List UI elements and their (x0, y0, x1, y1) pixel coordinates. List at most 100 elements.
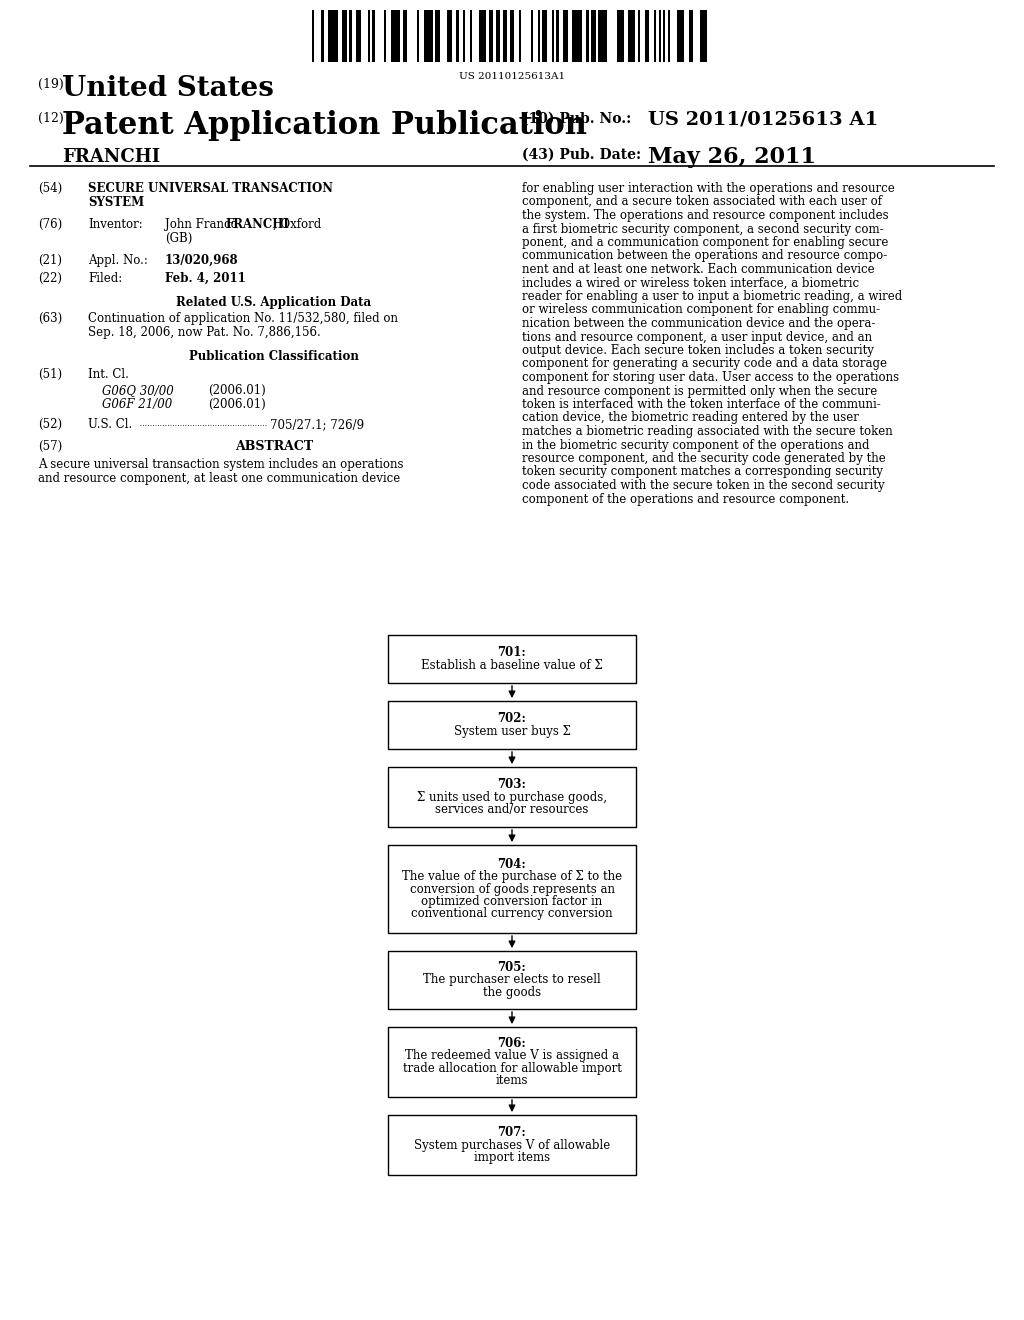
Text: (GB): (GB) (165, 232, 193, 246)
Bar (388, 845, 636, 933)
Bar (689, 11, 693, 62)
Text: The value of the purchase of Σ to the: The value of the purchase of Σ to the (402, 870, 622, 883)
Text: (19): (19) (38, 78, 63, 91)
Bar (446, 11, 452, 62)
Text: conventional currency conversion: conventional currency conversion (412, 908, 612, 920)
Bar (552, 11, 554, 62)
Text: includes a wired or wireless token interface, a biometric: includes a wired or wireless token inter… (522, 276, 859, 289)
Text: FRANCHI: FRANCHI (62, 148, 160, 166)
Bar (368, 11, 370, 62)
Text: 705/27.1; 726/9: 705/27.1; 726/9 (270, 418, 365, 432)
Text: 705:: 705: (498, 961, 526, 974)
Text: Patent Application Publication: Patent Application Publication (62, 110, 587, 141)
Text: Sep. 18, 2006, now Pat. No. 7,886,156.: Sep. 18, 2006, now Pat. No. 7,886,156. (88, 326, 321, 339)
Bar (654, 11, 656, 62)
Text: US 2011/0125613 A1: US 2011/0125613 A1 (648, 110, 879, 128)
Text: (63): (63) (38, 312, 62, 325)
Bar (587, 11, 589, 62)
Text: (43) Pub. Date:: (43) Pub. Date: (522, 148, 641, 162)
Text: Continuation of application No. 11/532,580, filed on: Continuation of application No. 11/532,5… (88, 312, 398, 325)
Bar (503, 11, 507, 62)
Text: and resource component, at least one communication device: and resource component, at least one com… (38, 473, 400, 484)
Text: tions and resource component, a user input device, and an: tions and resource component, a user inp… (522, 330, 872, 343)
Text: (57): (57) (38, 440, 62, 453)
Text: (10) Pub. No.:: (10) Pub. No.: (522, 112, 631, 125)
Text: token security component matches a corresponding security: token security component matches a corre… (522, 466, 883, 479)
Text: (21): (21) (38, 253, 62, 267)
Text: (51): (51) (38, 368, 62, 381)
Bar (388, 701, 636, 748)
Text: SECURE UNIVERSAL TRANSACTION: SECURE UNIVERSAL TRANSACTION (88, 182, 333, 195)
Bar (658, 11, 660, 62)
Text: Int. Cl.: Int. Cl. (88, 368, 129, 381)
Text: reader for enabling a user to input a biometric reading, a wired: reader for enabling a user to input a bi… (522, 290, 902, 304)
Text: in the biometric security component of the operations and: in the biometric security component of t… (522, 438, 869, 451)
Text: U.S. Cl.: U.S. Cl. (88, 418, 132, 432)
Text: items: items (496, 1074, 528, 1088)
Text: System purchases V of allowable: System purchases V of allowable (414, 1138, 610, 1151)
Text: Establish a baseline value of Σ: Establish a baseline value of Σ (421, 659, 603, 672)
Bar (388, 1027, 636, 1097)
Text: United States: United States (62, 75, 273, 102)
Bar (629, 11, 635, 62)
Bar (388, 1115, 636, 1175)
Text: Appl. No.:: Appl. No.: (88, 253, 147, 267)
Text: John Franco: John Franco (165, 218, 242, 231)
Text: 707:: 707: (498, 1126, 526, 1139)
Bar (591, 11, 596, 62)
Text: Feb. 4, 2011: Feb. 4, 2011 (165, 272, 246, 285)
Bar (616, 11, 624, 62)
Bar (638, 11, 640, 62)
Text: (54): (54) (38, 182, 62, 195)
Text: component, and a secure token associated with each user of: component, and a secure token associated… (522, 195, 882, 209)
Bar (538, 11, 540, 62)
Bar (598, 11, 607, 62)
Text: component for generating a security code and a data storage: component for generating a security code… (522, 358, 887, 371)
Bar (556, 11, 558, 62)
Text: component of the operations and resource component.: component of the operations and resource… (522, 492, 849, 506)
Text: , Oxford: , Oxford (273, 218, 322, 231)
Bar (417, 11, 419, 62)
Text: the goods: the goods (483, 986, 541, 999)
Text: cation device, the biometric reading entered by the user: cation device, the biometric reading ent… (522, 412, 859, 425)
Text: (2006.01): (2006.01) (208, 399, 266, 411)
Text: conversion of goods represents an: conversion of goods represents an (410, 883, 614, 895)
Bar (572, 11, 582, 62)
Text: System user buys Σ: System user buys Σ (454, 725, 570, 738)
Text: the system. The operations and resource component includes: the system. The operations and resource … (522, 209, 889, 222)
Bar (470, 11, 472, 62)
Bar (402, 11, 408, 62)
Bar (322, 11, 324, 62)
Bar (388, 767, 636, 828)
Text: nication between the communication device and the opera-: nication between the communication devic… (522, 317, 876, 330)
Text: services and/or resources: services and/or resources (435, 803, 589, 816)
Text: Σ units used to purchase goods,: Σ units used to purchase goods, (417, 791, 607, 804)
Bar (356, 11, 360, 62)
Text: (52): (52) (38, 418, 62, 432)
Text: output device. Each secure token includes a token security: output device. Each secure token include… (522, 345, 873, 356)
Bar (349, 11, 351, 62)
Bar (644, 11, 649, 62)
Text: 703:: 703: (498, 777, 526, 791)
Text: The purchaser elects to resell: The purchaser elects to resell (423, 974, 601, 986)
Text: Filed:: Filed: (88, 272, 122, 285)
Text: optimized conversion factor in: optimized conversion factor in (421, 895, 603, 908)
Bar (329, 11, 338, 62)
Text: Publication Classification: Publication Classification (189, 350, 359, 363)
Text: SYSTEM: SYSTEM (88, 195, 144, 209)
Bar (543, 11, 547, 62)
Bar (479, 11, 486, 62)
Text: (22): (22) (38, 272, 62, 285)
Text: 13/020,968: 13/020,968 (165, 253, 239, 267)
Bar (496, 11, 501, 62)
Bar (530, 11, 532, 62)
Bar (488, 11, 494, 62)
Bar (510, 11, 514, 62)
Bar (677, 11, 684, 62)
Text: A secure universal transaction system includes an operations: A secure universal transaction system in… (38, 458, 403, 471)
Text: G06Q 30/00: G06Q 30/00 (102, 384, 174, 397)
Text: (76): (76) (38, 218, 62, 231)
Bar (391, 11, 400, 62)
Text: import items: import items (474, 1151, 550, 1164)
Text: for enabling user interaction with the operations and resource: for enabling user interaction with the o… (522, 182, 895, 195)
